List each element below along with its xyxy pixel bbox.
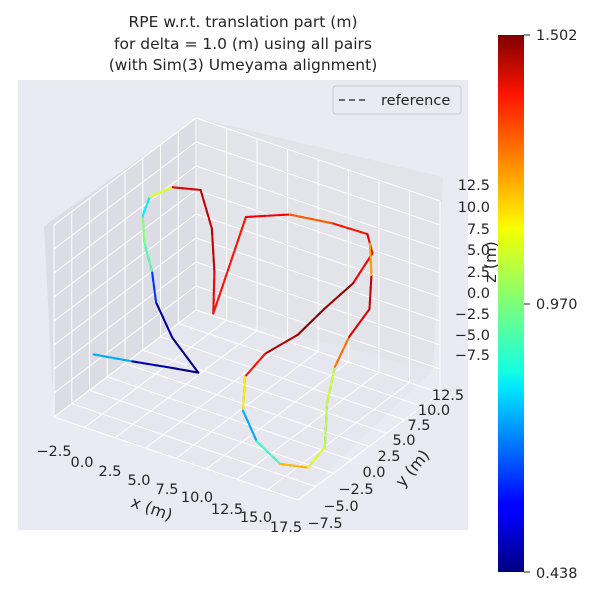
- z-axis-label: z (m): [481, 241, 500, 283]
- y-tick-label: 5.0: [392, 433, 415, 449]
- x-tick-label: 15.0: [240, 510, 272, 526]
- trajectory-segment: [307, 446, 326, 469]
- trajectory-segment: [325, 365, 336, 405]
- z-tick-label: −2.5: [455, 307, 490, 323]
- x-tick-label: −2.5: [36, 444, 71, 460]
- x-tick-label: 2.5: [98, 464, 121, 480]
- z-tick-label: 7.5: [467, 222, 490, 238]
- trajectory-segment: [171, 336, 200, 374]
- grid-line: [124, 363, 370, 447]
- trajectory-segment: [92, 353, 134, 363]
- grid-line: [53, 165, 197, 274]
- trajectory-segment: [368, 274, 373, 311]
- chart-title: RPE w.r.t. translation part (m) for delt…: [109, 13, 378, 74]
- grid-line: [53, 117, 197, 226]
- trajectory-segment: [143, 241, 153, 272]
- grid-line: [297, 392, 441, 501]
- trajectory-segment: [368, 242, 373, 277]
- trajectory-segment: [244, 352, 267, 378]
- grid-line: [195, 189, 441, 274]
- z-tick-label: 12.5: [458, 178, 490, 194]
- trajectory-segment: [210, 227, 216, 273]
- grid-line: [206, 361, 349, 470]
- y-tick-label: 12.5: [432, 388, 464, 404]
- trajectory-segment: [279, 462, 310, 469]
- trajectory-segment: [296, 308, 326, 336]
- legend-label-reference: reference: [381, 93, 450, 109]
- z-axis-ticks: −7.5 −5.0 −2.5 0.0 2.5 5.0 7.5 10.0 12.5: [455, 178, 490, 364]
- grid-lines: [53, 117, 441, 501]
- trajectory-segment: [242, 375, 246, 412]
- y-tick-label: −5.0: [323, 499, 358, 515]
- trajectory-segment: [264, 333, 299, 355]
- legend: reference: [332, 85, 462, 115]
- trajectory-segment: [212, 216, 247, 315]
- trajectory-segment: [288, 213, 335, 225]
- trajectory-segment: [150, 269, 158, 304]
- grid-line: [53, 189, 197, 298]
- trajectory-segment: [352, 252, 374, 285]
- grid-line: [267, 382, 410, 491]
- title-line-3: (with Sim(3) Umeyama alignment): [109, 56, 378, 74]
- x-axis-ticks: −2.5 0.0 2.5 5.0 7.5 10.0 12.5 15.0 17.5: [36, 444, 302, 536]
- trajectory-segment: [155, 301, 174, 339]
- trajectory-segment: [242, 409, 258, 443]
- trajectory-segment: [244, 213, 291, 218]
- grid-line: [160, 336, 405, 421]
- x-tick-label: 10.0: [181, 490, 213, 506]
- grid-line: [195, 117, 441, 202]
- trajectory-segment: [199, 189, 213, 230]
- grid-line: [195, 141, 441, 226]
- x-tick-label: 12.5: [211, 502, 243, 518]
- trajectory-segment: [348, 308, 371, 338]
- trajectory-segment: [332, 222, 369, 236]
- trajectory-segment: [333, 335, 351, 368]
- x-tick-label: 17.5: [270, 520, 302, 536]
- trajectory-segment: [171, 186, 202, 192]
- z-tick-label: 10.0: [458, 200, 490, 216]
- colorbar-label-mid: 0.970: [536, 297, 578, 313]
- trajectory-segment: [323, 282, 355, 310]
- trajectory-segment: [323, 402, 328, 449]
- colorbar: 1.502 0.970 0.438: [498, 28, 578, 582]
- x-tick-label: 7.5: [155, 482, 178, 498]
- grid-line: [195, 165, 441, 250]
- colorbar-gradient: [498, 35, 524, 572]
- colorbar-label-max: 1.502: [536, 28, 578, 44]
- y-tick-label: 2.5: [377, 449, 400, 465]
- x-tick-label: 0.0: [70, 455, 93, 471]
- z-tick-label: 0.0: [467, 286, 490, 302]
- grid-line: [53, 213, 197, 322]
- grid-line: [236, 371, 380, 480]
- y-axis-ticks: −7.5 −5.0 −2.5 0.0 2.5 5.0 7.5 10.0 12.5: [307, 388, 464, 532]
- z-tick-label: 2.5: [467, 265, 490, 281]
- trajectory-segment: [255, 440, 282, 465]
- y-tick-label: 0.0: [362, 465, 385, 481]
- trajectory-segment: [212, 270, 216, 315]
- legend-box: [332, 85, 462, 115]
- x-tick-label: 5.0: [127, 473, 150, 489]
- title-line-1: RPE w.r.t. translation part (m): [128, 13, 357, 31]
- title-line-2: for delta = 1.0 (m) using all pairs: [114, 35, 372, 53]
- y-tick-label: 10.0: [418, 403, 450, 419]
- grid-line: [142, 349, 387, 434]
- z-tick-label: −7.5: [455, 348, 490, 364]
- grid-line: [178, 322, 423, 407]
- trajectory-segment: [141, 195, 151, 217]
- y-tick-label: −2.5: [338, 482, 373, 498]
- trajectory-segment: [141, 214, 146, 244]
- grid-line: [195, 213, 441, 298]
- trajectory-segment: [148, 186, 174, 198]
- trajectory-segment: [170, 366, 200, 374]
- grid-line: [53, 141, 197, 250]
- trajectory-segment: [131, 360, 173, 369]
- y-tick-label: 7.5: [407, 418, 430, 434]
- z-tick-label: 5.0: [467, 243, 490, 259]
- trajectory-path: [92, 186, 374, 469]
- z-tick-label: −5.0: [455, 328, 490, 344]
- colorbar-label-min: 0.438: [536, 566, 578, 582]
- y-tick-label: −7.5: [307, 516, 342, 532]
